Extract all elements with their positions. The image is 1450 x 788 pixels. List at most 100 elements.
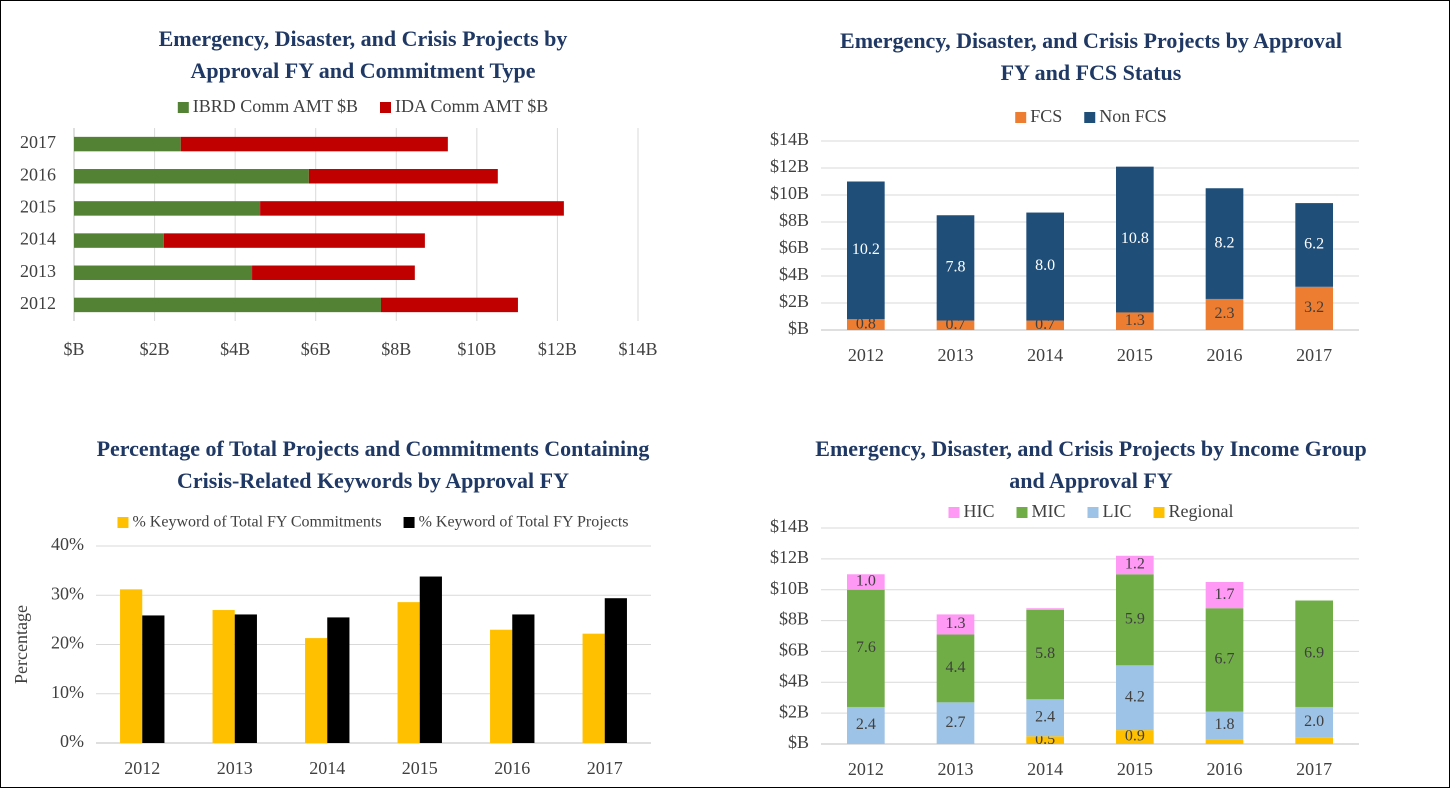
data-label: 6.9 [1304,644,1324,661]
x-tick-label: 2015 [402,758,438,778]
legend-swatch [177,102,189,113]
x-tick-label: 2015 [1117,345,1153,365]
bar-segment [1295,737,1333,744]
x-tick-label: 2012 [848,345,884,365]
x-tick-label: 2013 [217,758,253,778]
bar [212,610,235,743]
y-tick-label: $4B [779,264,809,284]
y-tick-label: $14B [770,516,809,536]
y-tick-label: $B [788,318,809,338]
data-label: 1.3 [1125,312,1145,329]
bar-segment [1026,699,1064,737]
chart-title: Percentage of Total Projects and Commitm… [96,436,650,493]
bar-segment [936,215,975,321]
data-label: 5.9 [1125,610,1145,627]
bar-segment [1205,188,1244,299]
data-label: 8.0 [1035,257,1055,274]
data-label: 7.8 [946,259,966,276]
y-tick-label: 2015 [20,197,56,217]
bar [604,598,627,743]
x-tick-label: 2014 [1027,345,1063,365]
legend-label: HIC [963,501,994,521]
bar-segment [1205,711,1244,740]
data-label: 0.9 [1125,728,1145,745]
bar-segment [380,297,518,313]
x-tick-label: 2017 [1296,345,1332,365]
legend-label: IDA Comm AMT $B [395,96,548,116]
bar [512,614,535,743]
bar-segment [1116,312,1154,330]
x-tick-label: $12B [538,339,577,359]
legend-label: MIC [1031,501,1065,521]
y-tick-label: 2016 [20,164,56,184]
y-tick-label: 20% [51,633,84,653]
bar [234,614,257,743]
bar [120,589,143,743]
bar-segment [936,702,975,744]
bar-segment [74,201,261,216]
legend-swatch [403,517,415,528]
x-tick-label: 2014 [1027,759,1063,779]
bar [305,638,328,743]
y-tick-label: $6B [779,237,809,257]
bar-segment [936,634,975,703]
bar [419,576,442,743]
y-tick-label: $8B [779,210,809,230]
data-label: 6.2 [1304,236,1324,253]
y-tick-label: $4B [779,670,809,690]
legend-label: % Keyword of Total FY Projects [419,514,629,531]
y-axis-label: Percentage [11,605,31,684]
y-tick-label: $12B [770,547,809,567]
data-label: 10.2 [852,241,880,258]
data-label: 1.8 [1215,716,1235,733]
y-tick-label: 2014 [20,229,56,249]
bar-segment [847,319,885,330]
y-tick-label: 40% [51,534,84,554]
data-label: 2.4 [856,716,876,733]
bar-segment [1026,736,1064,744]
x-tick-label: $8B [381,339,411,359]
bar-segment [1205,608,1244,712]
data-label: 6.7 [1215,651,1235,668]
y-tick-label: $10B [770,183,809,203]
bar-segment [1026,320,1064,330]
x-tick-label: $6B [301,339,331,359]
legend-label: IBRD Comm AMT $B [193,96,358,116]
bar-segment [847,181,885,320]
bar-segment [308,169,498,184]
y-tick-label: $8B [779,609,809,629]
data-label: 1.0 [856,573,876,590]
y-tick-label: 2013 [20,261,56,281]
y-tick-label: $14B [770,129,809,149]
data-label: 4.2 [1125,688,1145,705]
data-label: 1.3 [946,615,966,632]
bar-segment [1026,609,1064,700]
bar-segment [1116,730,1154,744]
legend-swatch [1087,507,1099,518]
legend-label: Regional [1169,501,1234,521]
data-label: 1.7 [1215,586,1235,603]
data-label: 3.2 [1304,299,1324,316]
chart-title: Emergency, Disaster, and Crisis Projects… [840,28,1342,85]
legend-swatch [1153,507,1165,518]
bar-segment [847,589,885,707]
bar-segment [936,320,975,330]
bar [582,633,605,743]
legend-swatch [380,102,391,113]
legend-swatch [948,507,960,518]
data-label: 10.8 [1121,230,1149,247]
bar-segment [74,265,253,280]
y-tick-label: $10B [770,578,809,598]
data-label: 1.2 [1125,556,1145,573]
y-tick-label: $12B [770,156,809,176]
legend-label: % Keyword of Total FY Commitments [132,514,381,531]
bar-segment [1295,706,1333,738]
data-label: 5.8 [1035,645,1055,662]
bar-segment [74,233,164,248]
bar-segment [74,136,181,152]
x-tick-label: 2014 [309,758,345,778]
bar-segment [74,169,309,184]
legend-swatch [1015,112,1027,123]
